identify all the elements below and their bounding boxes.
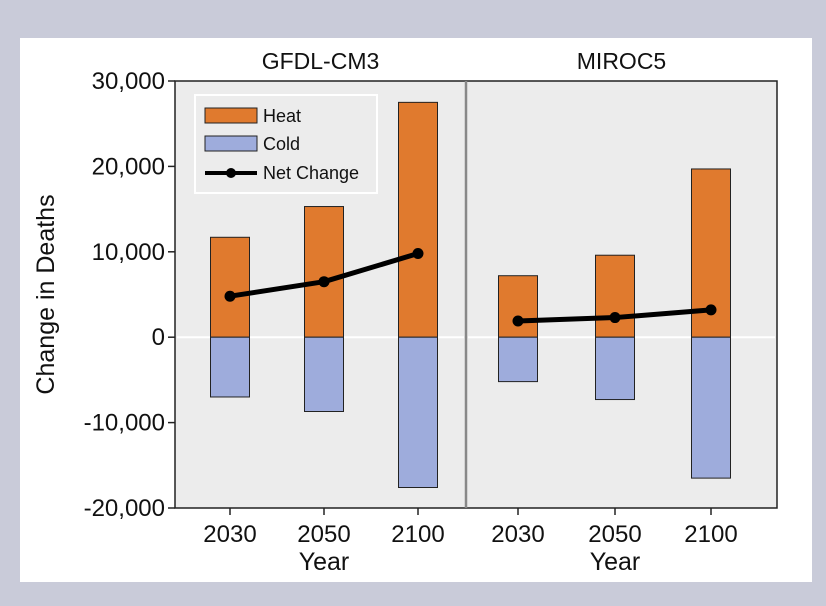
net-change-point <box>609 312 621 324</box>
plot-border <box>174 80 778 509</box>
x-tick-label: 2100 <box>684 521 737 548</box>
cold-bar <box>498 336 538 383</box>
x-axis-title: Year <box>299 548 350 576</box>
legend-cold-swatch <box>204 135 258 152</box>
cold-bar <box>304 336 344 412</box>
legend-heat-swatch <box>204 107 258 124</box>
x-axis-title: Year <box>590 548 641 576</box>
chart-frame: 2030 2050 2100 GFDL-CM3 Year 2030 2050 2100 MIRO… <box>20 38 812 582</box>
net-change-point <box>705 304 717 316</box>
y-tick-label: -10,000 <box>84 410 165 437</box>
cold-bar <box>210 336 250 398</box>
net-change-point <box>412 248 424 260</box>
x-tick-label: 2100 <box>391 521 444 548</box>
net-change-point <box>318 276 330 288</box>
net-change-point <box>224 290 236 302</box>
cold-bar <box>691 336 731 479</box>
panel-title: MIROC5 <box>577 48 666 74</box>
net-change-point <box>512 315 524 327</box>
legend-label: Cold <box>263 134 300 154</box>
heat-bar <box>304 206 344 338</box>
x-tick-label: 2050 <box>588 521 641 548</box>
legend-net-marker <box>226 168 236 178</box>
heat-bar <box>498 275 538 338</box>
y-axis-title: Change in Deaths <box>32 194 60 394</box>
legend-label: Heat <box>263 106 301 126</box>
y-tick-label: 0 <box>152 324 165 351</box>
heat-bar <box>595 254 635 338</box>
x-tick-label: 2030 <box>203 521 256 548</box>
x-tick-label: 2030 <box>491 521 544 548</box>
legend: Heat Cold Net Change <box>194 94 378 194</box>
y-tick-label: 10,000 <box>92 239 165 266</box>
legend-label: Net Change <box>263 163 359 183</box>
y-tick-label: 30,000 <box>92 68 165 95</box>
y-tick-label: -20,000 <box>84 495 165 522</box>
cold-bar <box>595 336 635 401</box>
cold-bar <box>398 336 438 489</box>
y-tick-label: 20,000 <box>92 153 165 180</box>
heat-bar <box>210 236 250 338</box>
panel-title: GFDL-CM3 <box>262 48 380 74</box>
deaths-chart: 2030 2050 2100 GFDL-CM3 Year 2030 2050 2100 MIRO… <box>32 48 778 576</box>
x-tick-label: 2050 <box>297 521 350 548</box>
heat-bar <box>398 101 438 338</box>
